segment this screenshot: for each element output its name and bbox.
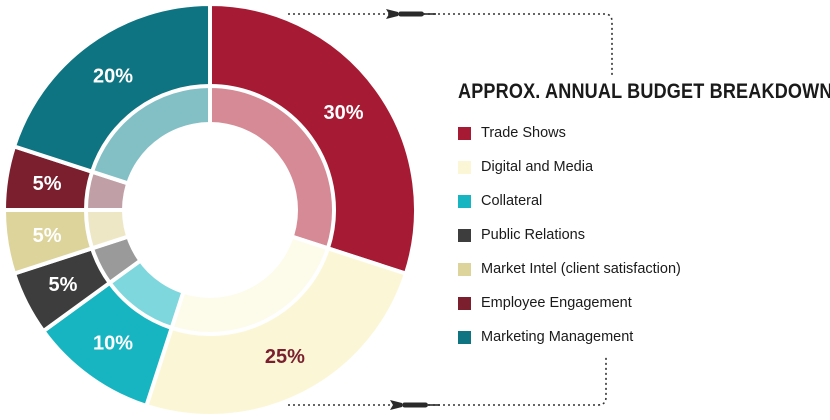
slice-label-public-relations: 5% — [49, 274, 78, 296]
legend-label: Public Relations — [481, 227, 585, 243]
legend-swatch — [458, 126, 471, 140]
slice-label-trade-shows: 30% — [323, 102, 363, 124]
dart-icon — [390, 400, 440, 410]
legend-swatch — [458, 330, 471, 344]
connector-bottom-line — [288, 356, 607, 406]
legend-item-trade-shows: Trade Shows — [458, 116, 830, 150]
legend-swatch — [458, 262, 471, 276]
legend-item-marketing-management: Marketing Management — [458, 320, 830, 354]
legend-swatch — [458, 228, 471, 242]
legend: APPROX. ANNUAL BUDGET BREAKDOWN Trade Sh… — [458, 80, 830, 354]
legend-item-public-relations: Public Relations — [458, 218, 830, 252]
dart-connector — [288, 9, 613, 410]
slice-label-marketing-management: 20% — [93, 66, 133, 88]
legend-swatch — [458, 160, 471, 174]
legend-label: Collateral — [481, 193, 543, 209]
legend-swatch — [458, 194, 471, 208]
legend-items: Trade Shows Digital and Media Collateral Pu… — [458, 116, 830, 354]
legend-label: Trade Shows — [481, 125, 566, 141]
slice-label-market-intel-client-satisfaction: 5% — [33, 225, 62, 247]
legend-label: Employee Engagement — [481, 295, 632, 311]
legend-item-employee-engagement: Employee Engagement — [458, 286, 830, 320]
slice-label-digital-and-media: 25% — [265, 346, 305, 368]
slice-label-employee-engagement: 5% — [33, 173, 62, 195]
legend-label: Digital and Media — [481, 159, 594, 175]
legend-label: Marketing Management — [481, 329, 634, 345]
donut-hole — [122, 122, 298, 298]
legend-item-collateral: Collateral — [458, 184, 830, 218]
legend-swatch — [458, 296, 471, 310]
slice-label-collateral: 10% — [93, 332, 133, 354]
legend-label: Market Intel (client satisfaction) — [481, 261, 681, 277]
dart-icon — [386, 9, 436, 19]
legend-item-digital-and-media: Digital and Media — [458, 150, 830, 184]
legend-item-market-intel-client-satisfaction: Market Intel (client satisfaction) — [458, 252, 830, 286]
chart-title: APPROX. ANNUAL BUDGET BREAKDOWN — [458, 80, 830, 103]
